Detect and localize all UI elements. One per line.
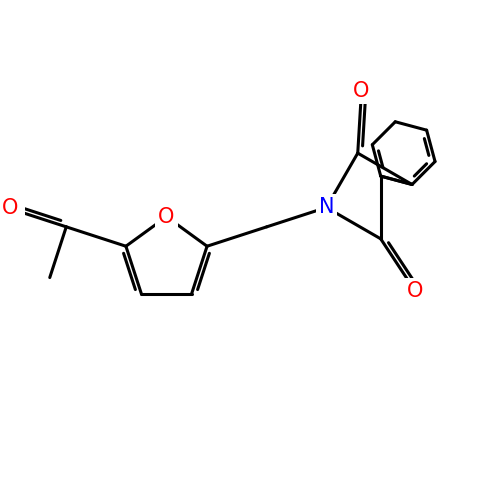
Text: O: O: [354, 80, 370, 100]
Text: N: N: [318, 198, 334, 218]
Text: O: O: [2, 198, 18, 218]
Text: O: O: [407, 281, 424, 301]
Text: O: O: [158, 207, 174, 227]
